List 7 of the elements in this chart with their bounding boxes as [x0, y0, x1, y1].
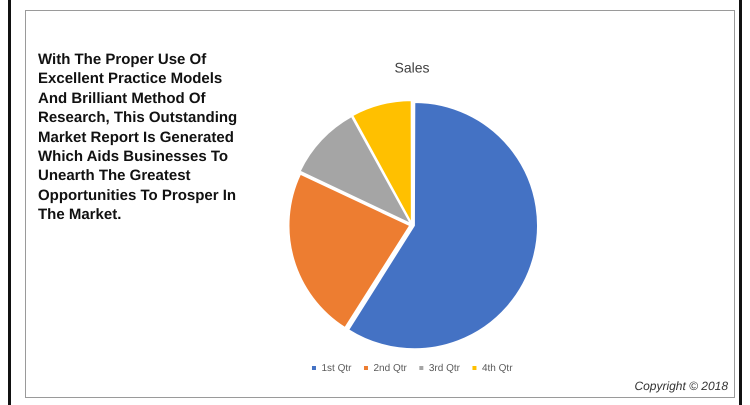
chart-title: Sales [394, 59, 430, 76]
legend-label: 4th Qtr [482, 362, 514, 374]
text: With The Proper Use Of Excellent Practice Models And Brilliant Method Of Research, This Outstanding Market Report Is Generated Which Aids Businesses To Unearth The Greatest Opportunities To Prosper In The Market. [38, 51, 238, 224]
text: Copyright © 2018 [634, 379, 728, 393]
legend-label: 2nd Qtr [373, 362, 408, 374]
legend-label: 1st Qtr [321, 362, 352, 374]
legend-label: 3rd Qtr [428, 362, 461, 374]
